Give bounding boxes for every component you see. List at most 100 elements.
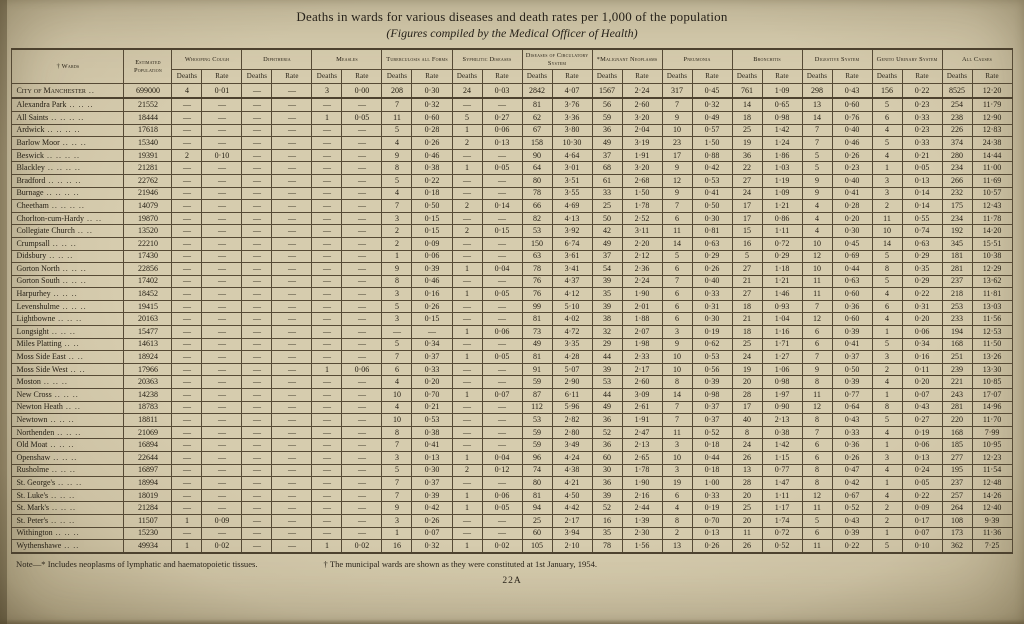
deaths-cell: — bbox=[241, 539, 273, 554]
deaths-cell: 24 bbox=[731, 438, 763, 452]
rate-cell: — bbox=[201, 337, 243, 352]
ward-name: Gorton North .. .. .. bbox=[11, 262, 125, 276]
deaths-cell: — bbox=[241, 463, 273, 478]
ward-name: Miles Platting .. .. bbox=[11, 337, 125, 352]
deaths-cell: 150 bbox=[521, 236, 553, 251]
deaths-cell: — bbox=[311, 262, 343, 276]
table-header: † Wards Estimated Population Whooping Co… bbox=[11, 48, 1013, 85]
deaths-cell: 1 bbox=[381, 526, 413, 541]
group-header-malignant-neoplasms: *Malignant Neoplasms bbox=[591, 48, 663, 71]
scan-edge-left bbox=[0, 0, 7, 624]
rate-cell: 0·33 bbox=[691, 488, 733, 503]
deaths-cell: 18 bbox=[731, 325, 763, 339]
deaths-cell: 298 bbox=[801, 83, 833, 100]
rate-cell: 2·17 bbox=[621, 362, 663, 377]
table-row: Openshaw .. .. .. 22644— — — — — —3 0·13 1 0·04 96… bbox=[11, 451, 1013, 465]
deaths-cell: 36 bbox=[591, 123, 623, 138]
deaths-cell: 15 bbox=[731, 224, 763, 238]
deaths-cell: — bbox=[171, 337, 203, 352]
rate-cell: 1·18 bbox=[761, 262, 803, 276]
deaths-cell: 28 bbox=[731, 476, 763, 490]
deaths-cell: 4 bbox=[661, 501, 693, 515]
deaths-cell: — bbox=[451, 173, 483, 188]
rate-cell: 14·20 bbox=[971, 224, 1013, 238]
deaths-cell: 24 bbox=[731, 350, 763, 364]
ward-name: New Cross .. .. .. bbox=[11, 388, 125, 402]
deaths-cell: 1 bbox=[871, 476, 903, 490]
deaths-cell: 208 bbox=[381, 83, 413, 100]
rate-cell: 1·11 bbox=[761, 488, 803, 503]
deaths-cell: — bbox=[171, 425, 203, 440]
rate-cell: 3·51 bbox=[551, 173, 593, 188]
subheader-rate: Rate bbox=[761, 69, 803, 85]
deaths-cell: — bbox=[171, 110, 203, 125]
deaths-cell: 6 bbox=[801, 451, 833, 465]
rate-cell: 3·41 bbox=[551, 262, 593, 276]
deaths-cell: 7 bbox=[381, 199, 413, 213]
deaths-cell: 25 bbox=[591, 199, 623, 213]
table-row: St. Mark's .. .. .. 21284— — — — — —9 0·42 1 0·05… bbox=[11, 501, 1013, 515]
deaths-cell: 4 bbox=[381, 186, 413, 201]
deaths-cell: 761 bbox=[731, 83, 763, 100]
deaths-cell: 218 bbox=[941, 287, 973, 301]
rate-cell: — bbox=[201, 249, 243, 264]
deaths-cell: 5 bbox=[451, 110, 483, 125]
ward-name: Moss Side East .. .. bbox=[11, 350, 125, 364]
rate-cell: 17·07 bbox=[971, 388, 1013, 402]
rate-cell: 0·11 bbox=[901, 362, 943, 377]
deaths-cell: 81 bbox=[521, 488, 553, 503]
deaths-cell: 3 bbox=[661, 463, 693, 478]
deaths-cell: 6 bbox=[801, 325, 833, 339]
rate-cell: — bbox=[271, 224, 313, 238]
rate-cell: 4·07 bbox=[551, 83, 593, 100]
deaths-cell: 29 bbox=[591, 337, 623, 352]
table-row: Crumpsall .. .. .. 22210— — — — — —2 0·09— —150 6… bbox=[11, 236, 1013, 251]
deaths-cell: 12 bbox=[801, 312, 833, 327]
population-header: Estimated Population bbox=[123, 48, 173, 85]
rate-cell: 3·01 bbox=[551, 161, 593, 175]
rate-cell: 0·20 bbox=[901, 312, 943, 327]
rate-cell: — bbox=[201, 501, 243, 515]
rate-cell: — bbox=[481, 513, 523, 528]
page-number: 22A bbox=[502, 575, 522, 586]
population-value: 21069 bbox=[123, 425, 173, 440]
rate-cell: — bbox=[201, 123, 243, 138]
deaths-cell: 64 bbox=[521, 161, 553, 175]
deaths-cell: — bbox=[171, 186, 203, 201]
rate-cell: — bbox=[341, 438, 383, 452]
deaths-cell: 39 bbox=[591, 299, 623, 314]
rate-cell: 11·69 bbox=[971, 173, 1013, 188]
deaths-cell: 237 bbox=[941, 274, 973, 289]
rate-cell: — bbox=[201, 224, 243, 238]
deaths-cell: 7 bbox=[661, 199, 693, 213]
rate-cell: 12·40 bbox=[971, 501, 1013, 515]
rate-cell: 7·25 bbox=[971, 539, 1013, 554]
page-subtitle: (Figures compiled by the Medical Officer… bbox=[386, 26, 638, 40]
rate-cell: 0·07 bbox=[411, 526, 453, 541]
deaths-cell: 362 bbox=[941, 539, 973, 554]
rate-cell: — bbox=[341, 451, 383, 465]
deaths-cell: 16 bbox=[731, 236, 763, 251]
rate-cell: 10·38 bbox=[971, 249, 1013, 264]
rate-cell: — bbox=[341, 148, 383, 163]
rate-cell: 0·41 bbox=[831, 337, 873, 352]
deaths-cell: 237 bbox=[941, 476, 973, 490]
deaths-cell: 27 bbox=[731, 262, 763, 276]
rate-cell: 2·82 bbox=[551, 413, 593, 427]
rate-cell: 3·49 bbox=[551, 438, 593, 452]
rate-cell: 0·13 bbox=[411, 451, 453, 465]
deaths-cell: 74 bbox=[521, 463, 553, 478]
deaths-cell: 1 bbox=[871, 526, 903, 541]
rate-cell: 0·37 bbox=[411, 350, 453, 364]
rate-cell: 0·46 bbox=[411, 148, 453, 163]
deaths-cell: 66 bbox=[521, 199, 553, 213]
rate-cell: 1·27 bbox=[761, 350, 803, 364]
subheader-deaths: Deaths bbox=[591, 69, 623, 85]
deaths-cell: — bbox=[241, 425, 273, 440]
deaths-cell: — bbox=[241, 236, 273, 251]
deaths-cell: 24 bbox=[451, 83, 483, 100]
rate-cell: — bbox=[481, 186, 523, 201]
deaths-cell: — bbox=[241, 438, 273, 452]
rate-cell: — bbox=[271, 97, 313, 112]
rate-cell: 0·05 bbox=[481, 287, 523, 301]
